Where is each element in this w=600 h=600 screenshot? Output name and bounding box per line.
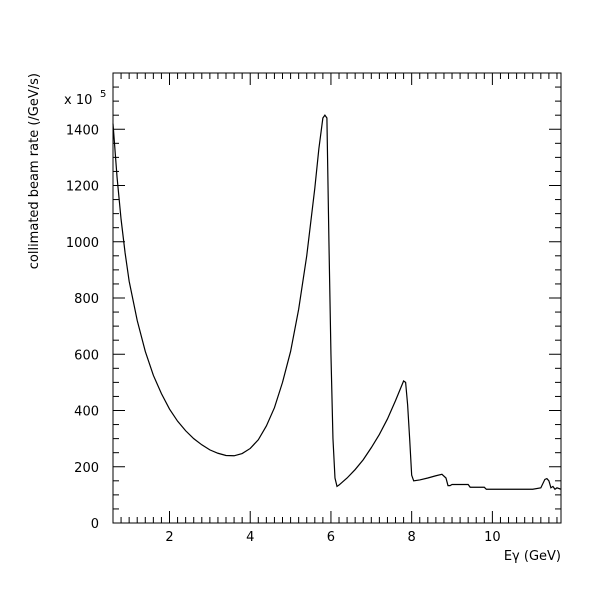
series-line: [112, 114, 562, 491]
y-axis-ticks: 0 200 400 600 800 1000 1200 1400: [66, 86, 561, 532]
y-tick-label: 400: [74, 405, 99, 420]
y-tick-label: 1400: [66, 123, 99, 138]
y-tick-label: 1200: [66, 180, 99, 195]
y-multiplier-exponent: 5: [100, 89, 106, 100]
y-multiplier-label: x 10: [64, 93, 92, 108]
x-axis-title: Eγ (GeV): [504, 549, 561, 564]
x-tick-label: 2: [165, 530, 173, 545]
x-tick-label: 6: [327, 530, 335, 545]
plot-frame: [112, 72, 562, 524]
x-tick-label: 10: [484, 530, 501, 545]
y-tick-label: 600: [74, 348, 99, 363]
x-tick-label: 4: [246, 530, 254, 545]
y-tick-label: 0: [91, 517, 99, 532]
y-tick-label: 1000: [66, 236, 99, 251]
y-axis-title: collimated beam rate (/GeV/s): [27, 73, 42, 269]
x-tick-label: 8: [408, 530, 416, 545]
y-tick-label: 800: [74, 292, 99, 307]
y-tick-label: 200: [74, 461, 99, 476]
x-axis-ticks: 2 4 6 8 10: [120, 73, 558, 545]
